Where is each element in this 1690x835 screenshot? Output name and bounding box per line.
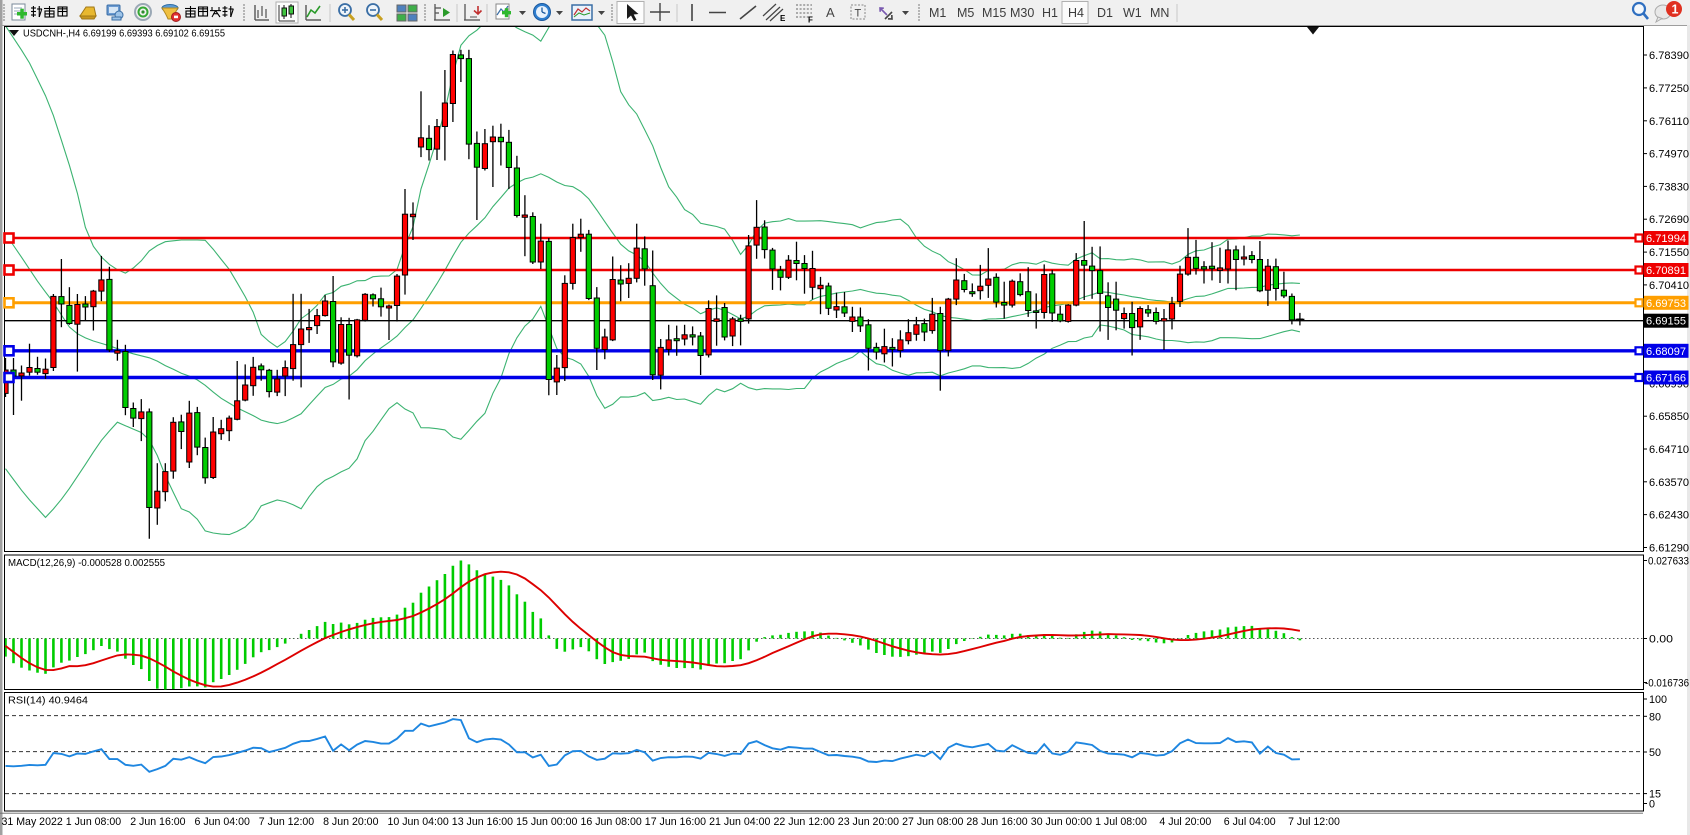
svg-text:10 Jun 04:00: 10 Jun 04:00	[388, 816, 449, 828]
svg-text:0.027633: 0.027633	[1648, 556, 1689, 568]
svg-text:80: 80	[1649, 711, 1661, 723]
svg-text:T: T	[855, 8, 862, 20]
svg-text:6.62430: 6.62430	[1649, 510, 1689, 522]
svg-text:RSI(14) 40.9464: RSI(14) 40.9464	[8, 696, 88, 707]
svg-text:6.76110: 6.76110	[1649, 116, 1689, 128]
svg-text:6.71994: 6.71994	[1646, 233, 1686, 245]
svg-text:M5: M5	[957, 6, 974, 20]
svg-text:M1: M1	[929, 6, 946, 20]
svg-text:F: F	[808, 16, 813, 25]
svg-text:USDCNH-,H4 6.69199 6.69393 6.: USDCNH-,H4 6.69199 6.69393 6.69102 6.691…	[23, 29, 225, 40]
svg-text:23 Jun 20:00: 23 Jun 20:00	[838, 816, 899, 828]
svg-text:13 Jun 16:00: 13 Jun 16:00	[452, 816, 513, 828]
svg-text:6.72690: 6.72690	[1649, 214, 1689, 226]
svg-text:8 Jun 20:00: 8 Jun 20:00	[323, 816, 378, 828]
svg-text:A: A	[826, 5, 835, 20]
svg-text:0: 0	[1649, 799, 1655, 811]
svg-text:7 Jul 12:00: 7 Jul 12:00	[1288, 816, 1340, 828]
svg-text:16 Jun 08:00: 16 Jun 08:00	[581, 816, 642, 828]
svg-text:W1: W1	[1123, 6, 1142, 20]
svg-text:6.70891: 6.70891	[1646, 265, 1686, 277]
svg-text:15 Jun 00:00: 15 Jun 00:00	[516, 816, 577, 828]
svg-text:6.69155: 6.69155	[1646, 316, 1686, 328]
svg-text:6.71550: 6.71550	[1649, 247, 1689, 259]
svg-text:4 Jul 20:00: 4 Jul 20:00	[1159, 816, 1211, 828]
svg-text:22 Jun 12:00: 22 Jun 12:00	[774, 816, 835, 828]
svg-text:17 Jun 16:00: 17 Jun 16:00	[645, 816, 706, 828]
svg-text:6.64710: 6.64710	[1649, 444, 1689, 456]
svg-text:6 Jul 04:00: 6 Jul 04:00	[1224, 816, 1276, 828]
svg-text:15: 15	[1649, 789, 1661, 801]
svg-text:6.67166: 6.67166	[1646, 373, 1686, 385]
svg-text:6.70410: 6.70410	[1649, 280, 1689, 292]
svg-text:6.69753: 6.69753	[1646, 298, 1686, 310]
svg-text:MN: MN	[1150, 6, 1169, 20]
svg-text:1 Jun 08:00: 1 Jun 08:00	[66, 816, 121, 828]
svg-text:7 Jun 12:00: 7 Jun 12:00	[259, 816, 314, 828]
svg-text:28 Jun 16:00: 28 Jun 16:00	[966, 816, 1027, 828]
svg-text:27 Jun 08:00: 27 Jun 08:00	[902, 816, 963, 828]
svg-text:0.00: 0.00	[1649, 634, 1673, 646]
svg-text:50: 50	[1649, 747, 1661, 759]
svg-text:6 Jun 04:00: 6 Jun 04:00	[195, 816, 250, 828]
svg-text:6.77250: 6.77250	[1649, 83, 1689, 95]
svg-text:6.63570: 6.63570	[1649, 477, 1689, 489]
svg-text:MACD(12,26,9) -0.000528 0.0025: MACD(12,26,9) -0.000528 0.002555	[8, 558, 165, 569]
svg-text:H4: H4	[1068, 6, 1084, 20]
svg-text:6.73830: 6.73830	[1649, 181, 1689, 193]
svg-text:2 Jun 16:00: 2 Jun 16:00	[130, 816, 185, 828]
svg-text:M15: M15	[982, 6, 1006, 20]
svg-text:-0.016736: -0.016736	[1645, 678, 1689, 690]
svg-text:D1: D1	[1097, 6, 1113, 20]
svg-text:E: E	[780, 14, 786, 23]
svg-text:6.68097: 6.68097	[1646, 346, 1686, 358]
svg-text:30 Jun 00:00: 30 Jun 00:00	[1031, 816, 1092, 828]
svg-text:1: 1	[1672, 3, 1679, 17]
svg-text:6.65850: 6.65850	[1649, 411, 1689, 423]
svg-text:6.78390: 6.78390	[1649, 50, 1689, 62]
svg-text:1 Jul 08:00: 1 Jul 08:00	[1095, 816, 1147, 828]
svg-text:M30: M30	[1010, 6, 1034, 20]
svg-text:21 Jun 04:00: 21 Jun 04:00	[709, 816, 770, 828]
svg-text:H1: H1	[1042, 6, 1058, 20]
svg-text:6.74970: 6.74970	[1649, 149, 1689, 161]
svg-text:6.61290: 6.61290	[1649, 543, 1689, 555]
svg-text:100: 100	[1649, 694, 1667, 706]
svg-text:31 May 2022: 31 May 2022	[2, 816, 63, 828]
